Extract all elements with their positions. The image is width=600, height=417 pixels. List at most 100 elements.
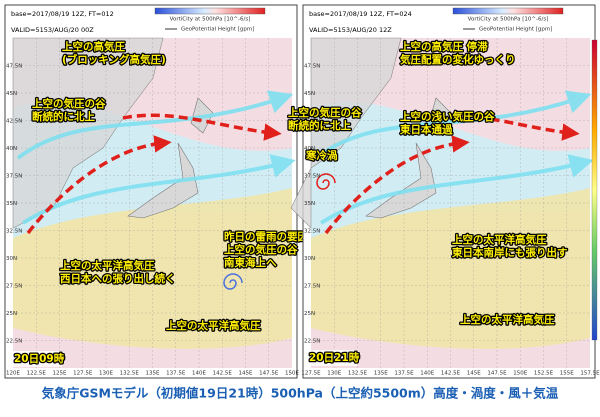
annotation: 寒冷渦 xyxy=(305,149,338,162)
annotation: 上空の太平洋高気圧 xyxy=(460,313,555,326)
lon-label: 142.5E xyxy=(213,371,233,377)
annotation: 上空の気圧の谷 xyxy=(288,106,362,119)
lat-label: 30N xyxy=(304,256,315,262)
annotation: 上空の高気圧 xyxy=(62,40,125,53)
annotation: 断続的に北上 xyxy=(32,110,95,123)
lon-label: 127.5E xyxy=(73,371,93,377)
lon-label: 140E xyxy=(420,371,434,377)
temperature-bar xyxy=(591,39,598,341)
lon-label: 150E xyxy=(513,371,527,377)
land xyxy=(365,142,437,219)
subtropical-high xyxy=(311,188,590,349)
annotation: 昨日の雷雨の要因 xyxy=(224,230,308,243)
annotation: 上空の気圧の谷 xyxy=(32,97,106,110)
lon-label: 120E xyxy=(6,371,20,377)
colorbar-title: VortiCity at 500hPa [10^-6/s] xyxy=(170,17,251,23)
jet-arrow xyxy=(16,90,294,160)
vortex xyxy=(316,173,336,190)
lat-label: 35N xyxy=(304,201,315,207)
trough-line xyxy=(26,135,172,235)
lat-label: 35N xyxy=(6,201,17,207)
lat-label: 27.5N xyxy=(6,284,22,290)
annotation: 南東海上へ xyxy=(224,256,277,269)
lon-label: 125E xyxy=(53,371,67,377)
annotation: 上空の太平洋高気圧 xyxy=(166,319,261,332)
lat-label: 22.5N xyxy=(6,339,22,345)
annotation: 断続的に北上 xyxy=(288,119,351,132)
lon-label: 135E xyxy=(374,371,388,377)
lon-label: 147.5E xyxy=(259,371,279,377)
height-title: GeoPotential Height [gpm] xyxy=(479,27,552,33)
base-time: base=2017/08/19 12Z, FT=024 xyxy=(309,10,412,18)
lat-label: 45N xyxy=(304,91,315,97)
lon-label: 157.5E xyxy=(580,371,600,377)
valid-time: VALID=5153/AUG/20 00Z xyxy=(11,26,94,34)
lat-label: 47.5N xyxy=(6,64,22,70)
panels: base=2017/08/19 12Z, FT=012 VALID=5153/AU… xyxy=(4,4,600,379)
time-label: 20日21時 xyxy=(309,351,360,364)
lat-label: 47.5N xyxy=(304,64,320,70)
lon-label: 130E xyxy=(99,371,113,377)
lon-label: 140E xyxy=(192,371,206,377)
lon-label: 142.5E xyxy=(441,371,461,377)
lat-label: 37.5N xyxy=(6,174,22,180)
lon-label: 132.5E xyxy=(348,371,368,377)
height-title: GeoPotential Height [gpm] xyxy=(181,27,254,33)
trough-line xyxy=(122,113,282,141)
jet-arrow xyxy=(314,90,592,160)
annotation: 西日本への張り出し続く xyxy=(60,272,176,285)
lon-label: 137.5E xyxy=(394,371,414,377)
trough-line xyxy=(420,113,580,141)
lat-label: 25N xyxy=(304,311,315,317)
time-label-box xyxy=(12,351,62,367)
time-label-box xyxy=(307,350,357,366)
subtropical-high xyxy=(13,188,292,349)
lat-label: 40N xyxy=(304,146,315,152)
land xyxy=(127,142,199,219)
lon-label: 135E xyxy=(146,371,160,377)
lat-label: 27.5N xyxy=(304,284,320,290)
annotation: 気圧配置の変化ゆっくり xyxy=(399,53,516,66)
lat-label: 42.5N xyxy=(304,119,320,125)
lon-label: 145E xyxy=(239,371,253,377)
vortex xyxy=(223,273,243,290)
lat-label: 32.5N xyxy=(6,229,22,235)
annotation: 上空の太平洋高気圧 xyxy=(60,259,155,272)
time-label: 20日09時 xyxy=(14,352,65,365)
lon-label: 152.5E xyxy=(534,371,554,377)
colorbar xyxy=(452,7,564,15)
lat-label: 42.5N xyxy=(6,119,22,125)
lon-label: 155E xyxy=(560,371,574,377)
lat-label: 37.5N xyxy=(304,174,320,180)
annotation: 上空の高気圧 停滞 xyxy=(400,40,488,53)
lat-label: 40N xyxy=(6,146,17,152)
colorbar-title: VortiCity at 500hPa [10^-6/s] xyxy=(468,17,549,23)
lat-label: 45N xyxy=(6,91,17,97)
colorbar xyxy=(154,7,266,15)
lon-label: 127.5E xyxy=(301,371,321,377)
lon-label: 132.5E xyxy=(120,371,140,377)
annotation: 上空の気圧の谷 xyxy=(224,243,298,256)
lat-label: 25N xyxy=(6,311,17,317)
lon-label: 145E xyxy=(467,371,481,377)
lat-label: 22.5N xyxy=(304,339,320,345)
lon-label: 130E xyxy=(327,371,341,377)
valid-time: VALID=5153/AUG/20 12Z xyxy=(309,26,392,34)
annotation: (ブロッキング高気圧) xyxy=(62,53,166,66)
map-panel: base=2017/08/19 12Z, FT=012 VALID=5153/AU… xyxy=(4,4,309,379)
lon-label: 147.5E xyxy=(487,371,507,377)
lon-label: 137.5E xyxy=(166,371,186,377)
annotation: 上空の太平洋高気圧 xyxy=(452,233,547,246)
base-time: base=2017/08/19 12Z, FT=012 xyxy=(11,10,114,18)
lon-label: 122.5E xyxy=(27,371,47,377)
caption: 気象庁GSMモデル（初期値19日21時）500hPa（上空約5500m）高度・渦… xyxy=(42,386,559,401)
annotation: 上空の浅い気圧の谷 xyxy=(400,110,495,123)
map-panel: base=2017/08/19 12Z, FT=024 VALID=5153/AU… xyxy=(287,4,600,379)
trough-line xyxy=(324,135,470,235)
lon-label: 150E xyxy=(285,371,299,377)
annotation: 東日本南岸にも張り出す xyxy=(452,246,568,259)
lat-label: 30N xyxy=(6,256,17,262)
annotation: 東日本通過 xyxy=(400,123,453,136)
lat-label: 32.5N xyxy=(304,229,320,235)
